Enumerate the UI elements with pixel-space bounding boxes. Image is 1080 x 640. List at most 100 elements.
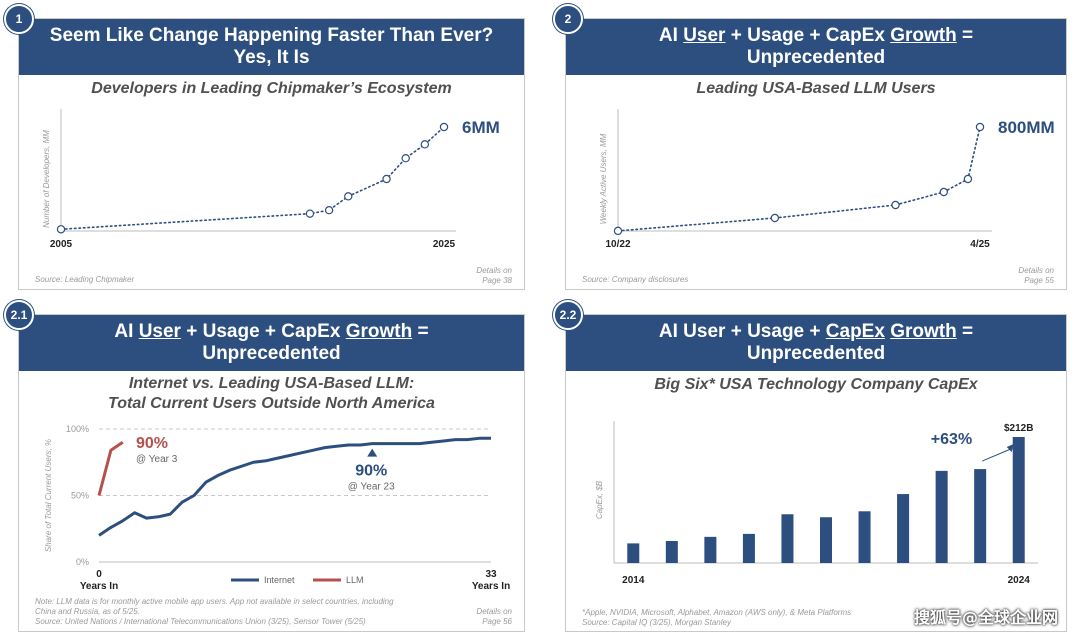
internet-annotation-value: 90% xyxy=(355,463,387,480)
panel-developers: Seem Like Change Happening Faster Than E… xyxy=(18,18,525,290)
data-point xyxy=(344,192,353,201)
y-axis-label: Share of Total Current Users, % xyxy=(44,439,53,552)
title-part: AI xyxy=(658,25,684,46)
panel-title-line1: Seem Like Change Happening Faster Than E… xyxy=(49,25,494,46)
panel-number-badge: 2.1 xyxy=(4,300,34,330)
title-part: + Usage + CapEx xyxy=(725,25,891,46)
bar-value-label: $212B xyxy=(1004,423,1033,434)
panel-internet-vs-llm: AI User + Usage + CapEx Growth = Unprece… xyxy=(18,314,525,632)
panel-title-line2: Yes, It Is xyxy=(233,47,310,68)
title-growth-underlined: Growth xyxy=(890,25,957,46)
panel-capex: AI User + Usage + CapEx Growth = Unprece… xyxy=(565,314,1067,632)
note-line2: China and Russia, as of 5/25. xyxy=(35,607,140,616)
bar xyxy=(742,533,755,563)
x-tick-start: 10/22 xyxy=(605,239,630,250)
data-point xyxy=(305,209,315,218)
title-growth-underlined: Growth xyxy=(345,321,413,342)
llm-users-chart: 10/22 4/25 800MM Weekly Active Users, MM xyxy=(599,109,1055,250)
data-point xyxy=(324,205,334,215)
title-part: = xyxy=(956,321,974,342)
note-line1: *Apple, NVIDIA, Microsoft, Alphabet, Ama… xyxy=(582,608,852,617)
x-tick-end: 33 xyxy=(485,569,497,580)
series-line-internet xyxy=(98,436,491,537)
title-growth-underlined: Growth xyxy=(890,321,957,342)
growth-arrow-head xyxy=(1006,444,1014,452)
source-note: Source: Leading Chipmaker xyxy=(35,275,135,284)
watermark: 搜狐号@全球企业网 xyxy=(913,608,1058,627)
data-point xyxy=(891,200,900,210)
capex-chart: CapEx, $B 2014 2024 $212B +63% xyxy=(595,421,1038,586)
x-tick-start: 2005 xyxy=(50,239,73,250)
bar xyxy=(974,469,987,563)
panel-title-line1: AI User + Usage + CapEx Growth = xyxy=(19,321,524,343)
developers-chart: 2005 2025 6MM Number of Developers, MM xyxy=(42,109,500,250)
title-user-underlined: User xyxy=(138,321,181,342)
panel-title-line1: AI User + Usage + CapEx Growth = xyxy=(566,321,1066,343)
panel-title-line1: AI User + Usage + CapEx Growth = xyxy=(566,25,1066,47)
panel-header: AI User + Usage + CapEx Growth = Unprece… xyxy=(566,315,1066,371)
source-note: Source: Company disclosures xyxy=(582,275,689,284)
internet-vs-llm-chart: 0% 50% 100% Share of Total Current Users, %… xyxy=(44,424,510,592)
details-line1: Details on xyxy=(476,607,512,616)
y-axis-label: Weekly Active Users, MM xyxy=(599,133,608,224)
bar xyxy=(627,543,640,563)
x-tick-end: 4/25 xyxy=(970,239,990,250)
details-line2: Page 55 xyxy=(1024,276,1054,285)
data-point xyxy=(420,140,430,149)
growth-arrow xyxy=(981,448,1011,462)
x-unit-start: Years In xyxy=(80,581,118,592)
bar xyxy=(781,514,794,563)
panel-title-line2: Unprecedented xyxy=(202,343,341,364)
panel-llm-users: AI User + Usage + CapEx Growth = Unprece… xyxy=(565,18,1067,290)
x-tick-end: 2025 xyxy=(433,239,456,250)
data-point xyxy=(770,213,780,223)
llm-annotation-value: 90% xyxy=(136,435,168,452)
panel-number-badge: 2.2 xyxy=(553,300,583,330)
y-axis-label: CapEx, $B xyxy=(595,480,604,519)
bar xyxy=(1012,437,1025,563)
chart-subtitle-line2: Total Current Users Outside North Americ… xyxy=(108,395,435,412)
source-note: Source: United Nations / International T… xyxy=(35,617,366,626)
callout-value: 800MM xyxy=(998,118,1055,137)
details-page-ref: Details on Page 55 xyxy=(1018,266,1054,286)
data-point xyxy=(939,187,948,197)
details-page-ref: Details on Page 56 xyxy=(476,607,512,627)
details-line2: Page 56 xyxy=(482,617,512,626)
bar xyxy=(820,517,832,563)
y-tick-label: 100% xyxy=(66,424,89,434)
bar xyxy=(858,511,871,563)
data-point xyxy=(382,174,391,184)
y-tick-label: 50% xyxy=(71,491,89,501)
pointer-triangle xyxy=(367,448,378,457)
x-unit-end: Years In xyxy=(472,581,510,592)
bar xyxy=(665,541,678,563)
data-point xyxy=(56,225,66,234)
legend-label-llm: LLM xyxy=(346,575,364,585)
details-page-ref: Details on Page 38 xyxy=(476,266,512,286)
bar xyxy=(897,494,910,563)
growth-label: +63% xyxy=(931,431,972,448)
series-line-llm xyxy=(97,441,124,496)
panel-header: AI User + Usage + CapEx Growth = Unprece… xyxy=(566,19,1066,75)
panel-number-badge: 1 xyxy=(4,4,34,34)
data-point xyxy=(963,174,973,184)
title-part: + Usage + CapEx xyxy=(180,321,346,342)
title-part: = xyxy=(956,25,974,46)
footnote: *Apple, NVIDIA, Microsoft, Alphabet, Ama… xyxy=(582,608,851,628)
panel-header: Seem Like Change Happening Faster Than E… xyxy=(19,19,524,75)
panel-header: AI User + Usage + CapEx Growth = Unprece… xyxy=(19,315,524,371)
bar xyxy=(935,470,948,563)
title-part: = xyxy=(412,321,429,342)
x-tick-start: 2014 xyxy=(622,575,645,586)
panel-title-line2: Unprecedented xyxy=(746,47,886,68)
y-tick-label: 0% xyxy=(76,557,89,567)
series-line xyxy=(617,126,981,232)
details-line1: Details on xyxy=(1018,266,1054,275)
chart-subtitle: Leading USA-Based LLM Users xyxy=(696,80,936,97)
x-tick-end: 2024 xyxy=(1008,575,1031,586)
details-line2: Page 38 xyxy=(482,276,512,285)
data-point xyxy=(975,122,985,132)
callout-value: 6MM xyxy=(462,118,500,137)
panel-number-badge: 2 xyxy=(553,4,583,34)
data-point xyxy=(401,153,410,163)
